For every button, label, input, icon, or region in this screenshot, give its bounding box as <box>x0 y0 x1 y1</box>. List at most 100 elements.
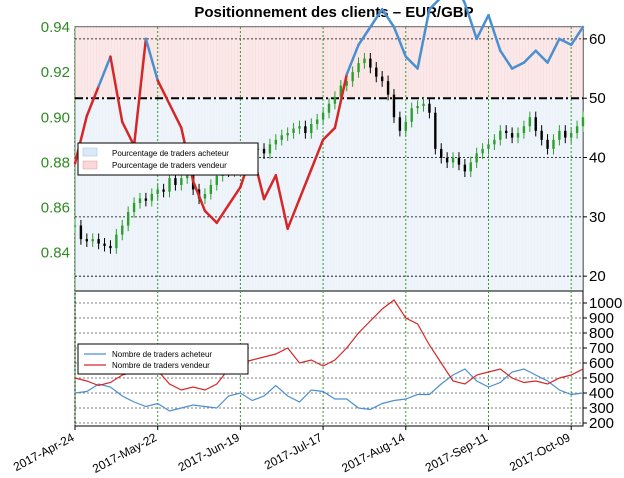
left-axis-ticks: 0.84 0.86 0.88 0.90 0.92 0.94 <box>41 19 70 262</box>
long-pct-segment <box>499 49 514 70</box>
price-candle <box>97 239 100 244</box>
price-candle <box>274 139 278 145</box>
long-pct-segment <box>109 55 124 124</box>
legend-label-long-pct: Pourcentage de traders acheteur <box>112 149 229 158</box>
bottom-legend: Nombre de traders acheteur Nombre de tra… <box>77 343 249 375</box>
long-pct-segment <box>416 7 431 70</box>
price-candle <box>499 130 502 140</box>
long-pct-segment <box>534 49 549 64</box>
date-tick-label: 2017-Aug-14 <box>339 430 407 475</box>
price-candle <box>280 135 283 140</box>
top-legend: Pourcentage de traders acheteur Pourcent… <box>77 142 259 176</box>
price-candle <box>375 67 378 77</box>
long-pct-segment <box>156 79 171 106</box>
date-axis-ticks: 2017-Apr-24 2017-May-22 2017-Jun-19 2017-Ju… <box>11 426 573 476</box>
price-candle <box>564 130 567 138</box>
left-tick-label: 0.92 <box>41 64 70 81</box>
price-candle <box>386 81 390 95</box>
price-candle <box>457 157 461 165</box>
long-pct-segment <box>262 174 278 201</box>
count-tick-label: 600 <box>589 355 614 372</box>
price-candle <box>91 239 94 242</box>
long-pct-segment <box>286 197 301 230</box>
price-candle <box>546 139 549 149</box>
long-pct-segment <box>357 25 372 47</box>
price-candle <box>138 198 142 203</box>
price-candle <box>357 63 360 73</box>
price-candle <box>268 144 272 154</box>
date-tick-label: 2017-Jun-19 <box>176 430 242 474</box>
left-tick-label: 0.86 <box>41 200 70 217</box>
date-tick-label: 2017-Apr-24 <box>11 430 77 474</box>
legend-label-short-pct: Pourcentage de traders vendeur <box>112 161 227 170</box>
price-candle <box>575 126 579 134</box>
price-candle <box>310 124 313 134</box>
price-candle <box>363 58 366 64</box>
long-pct-segment <box>510 61 526 70</box>
price-candle <box>132 203 136 213</box>
long-pct-segment <box>168 102 183 130</box>
price-candle <box>380 76 384 82</box>
count-tick-label: 500 <box>589 370 614 387</box>
price-candle <box>552 139 555 149</box>
price-candle <box>339 85 343 97</box>
legend-swatch-long <box>82 147 98 157</box>
price-candle <box>315 119 319 125</box>
price-candle <box>469 162 472 172</box>
long-pct-segment <box>298 168 313 201</box>
count-tick-label: 1000 <box>589 295 622 312</box>
long-pct-segment <box>428 0 441 11</box>
price-candle <box>215 175 218 185</box>
price-candle <box>150 193 153 201</box>
long-pct-segment <box>132 37 148 147</box>
count-tick-label: 200 <box>589 415 614 432</box>
long-pct-segment <box>463 2 478 41</box>
price-candle <box>333 96 337 104</box>
long-pct-segment <box>121 120 136 147</box>
date-tick-label: 2017-May-22 <box>90 430 159 476</box>
price-candle <box>404 121 407 131</box>
price-candle <box>79 225 83 240</box>
price-candle <box>126 212 130 226</box>
long-pct-segment <box>461 0 467 5</box>
price-candle <box>540 130 543 140</box>
legend-swatch-short <box>82 160 98 170</box>
right-tick-label: 20 <box>589 268 606 285</box>
price-candle <box>398 117 402 131</box>
price-candle <box>345 81 348 86</box>
legend-label-short-count: Nombre de traders vendeur <box>112 361 210 370</box>
left-tick-label: 0.90 <box>41 109 70 126</box>
long-pct-segment <box>97 55 112 88</box>
price-candle <box>487 144 490 149</box>
price-candle <box>144 198 148 201</box>
price-candle <box>493 139 496 145</box>
price-candle <box>510 133 514 138</box>
long-pct-segment <box>369 7 384 29</box>
count-tick-label: 800 <box>589 325 614 342</box>
price-candle <box>109 245 112 249</box>
price-candle <box>327 103 331 113</box>
price-candle <box>522 126 526 134</box>
long-pct-segment <box>85 85 100 118</box>
price-candle <box>209 184 213 194</box>
right-tick-label: 30 <box>589 209 606 226</box>
right-tick-label: 40 <box>589 150 606 167</box>
left-tick-label: 0.94 <box>41 19 70 36</box>
long-pct-segment <box>274 174 289 230</box>
price-candle <box>581 117 585 127</box>
count-tick-label: 300 <box>589 400 614 417</box>
legend-label-long-count: Nombre de traders acheteur <box>112 350 212 359</box>
count-tick-label: 900 <box>589 310 614 327</box>
top-panel-lines <box>73 0 585 230</box>
price-candle <box>298 126 301 129</box>
price-candle <box>203 193 207 199</box>
date-tick-label: 2017-Sep-11 <box>423 430 490 475</box>
price-candle <box>304 126 307 134</box>
price-candle <box>73 225 77 227</box>
price-candle <box>180 178 183 185</box>
long-pct-segment <box>191 179 207 213</box>
chart-title: Positionnement des clients – EUR/GBP <box>194 4 473 21</box>
price-candle <box>534 117 537 131</box>
long-pct-segment <box>475 13 490 41</box>
